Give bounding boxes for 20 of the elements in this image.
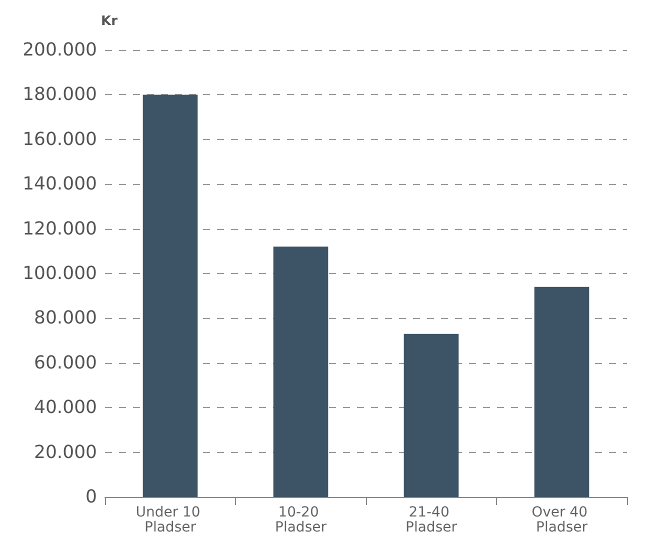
x-tick-label: Over 40 Pladser [532,504,592,536]
y-tick-label: 0 [86,486,97,508]
y-tick-label: 140.000 [22,174,97,195]
x-tick-label: 21-40 Pladser [406,504,458,536]
bar [273,246,328,497]
y-tick-label: 20.000 [34,442,97,463]
y-tick-label: 40.000 [34,397,97,418]
y-tick-label: 180.000 [22,84,97,106]
bar [534,286,590,497]
y-tick-label: 80.000 [34,308,97,329]
y-tick-label: 200.000 [22,40,97,60]
bar [404,334,459,497]
y-tick-label: 100.000 [22,263,97,284]
y-tick-label: 160.000 [22,128,97,150]
y-axis-title: Kr [101,14,118,29]
y-tick-label: 60.000 [34,352,97,374]
x-tick-label: 10-20 Pladser [275,504,327,536]
y-tick-label: 120.000 [22,218,97,240]
bar [142,94,198,497]
x-tick-label: Under 10 Pladser [136,504,205,536]
